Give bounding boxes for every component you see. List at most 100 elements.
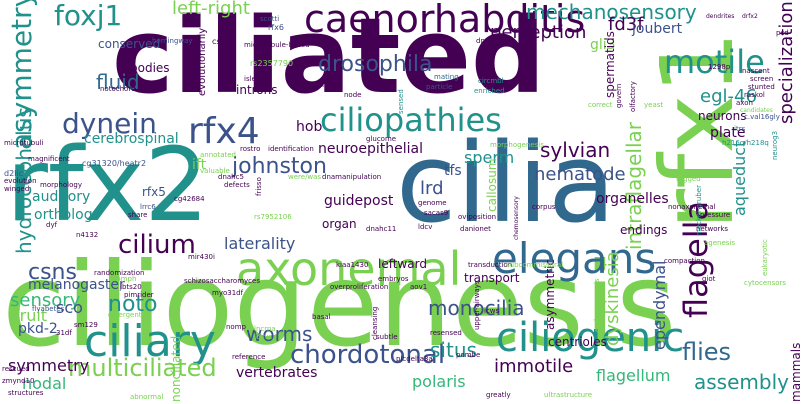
word-govern: govern <box>615 83 623 108</box>
word-magnificent: magnificent <box>28 155 70 163</box>
word-myo31df: myo31df <box>212 289 244 297</box>
word-worms: worms <box>246 322 313 346</box>
word-pimrider: pimrider <box>124 291 154 299</box>
word-kiaa1430: kiaa1430 <box>336 261 369 269</box>
word-icws: icws <box>484 307 500 315</box>
word-randomization: randomization <box>94 269 145 277</box>
word-monocilia: monocilia <box>428 296 525 320</box>
word-morphogenesis: morphogenesis <box>490 141 544 149</box>
word-hob: hob <box>296 119 323 135</box>
word-lrrc6: lrrc6 <box>140 203 156 211</box>
word-johnston: johnston <box>232 154 327 179</box>
word-embryogenesis: embryogenesis <box>593 278 601 332</box>
word-ciliary: ciliary <box>84 316 216 367</box>
word-elegans: elegans <box>492 234 657 283</box>
word-h216q-h218q: h216q/h218q <box>722 139 769 147</box>
word-mechanosensory: mechanosensory <box>526 0 697 24</box>
word-flies: flies <box>682 338 732 366</box>
word-organelles: organelles <box>596 191 669 207</box>
word-ciliogenesis: ciliogenesis <box>2 238 677 373</box>
word-centrioles: centrioles <box>548 335 607 349</box>
word-left-right: left-right <box>172 0 250 19</box>
word-evolutionarily: evolutionarily <box>197 27 208 96</box>
word-stunted: stunted <box>748 83 775 91</box>
word-egl-46: egl-46 <box>700 86 757 107</box>
word-ciliated: ciliated <box>112 0 546 117</box>
word-foxj1: foxj1 <box>54 0 123 32</box>
word-dynein: dynein <box>62 107 157 140</box>
word-bodies: bodies <box>130 61 170 75</box>
word-greatly: greatly <box>486 391 511 399</box>
word-pcd: pcd <box>776 29 789 37</box>
word-lrd: lrd <box>420 178 444 199</box>
word-drosophila: drosophila <box>318 52 433 77</box>
word-corpus: corpus <box>532 203 556 211</box>
word-pressure: pressure <box>700 211 731 219</box>
word-organ: organ <box>322 217 357 231</box>
word-ciliopathies: ciliopathies <box>320 101 502 139</box>
word-cytocensors: cytocensors <box>744 279 787 287</box>
word-motile: motile <box>664 43 765 81</box>
word-microtubuli: microtubuli <box>4 139 44 147</box>
word-giot: giot <box>702 275 716 283</box>
word-transport: transport <box>464 271 520 285</box>
word-nematode: nematode <box>534 164 626 185</box>
word-olfactory: olfactory <box>629 81 637 112</box>
word-leftward: leftward <box>378 257 427 271</box>
word-drfx2: drfx2 <box>742 13 758 20</box>
word-dnamanipulation: dnamanipulation <box>322 173 382 181</box>
word-sacas9: sacas9 <box>424 209 449 217</box>
word-cilia: cilia <box>396 119 616 247</box>
word-sm129: sm129 <box>74 321 98 329</box>
word-conserved: conserved <box>98 37 161 51</box>
word-neurons: neurons <box>698 109 747 123</box>
word-ultrastructure: ultrastructure <box>544 391 593 399</box>
word-islet: islet <box>244 75 259 83</box>
word-annotated: annotated <box>200 151 236 159</box>
word-ciliogenic: ciliogenic <box>496 315 685 361</box>
word-identification: identification <box>268 145 314 153</box>
word-agenesis: agenesis <box>704 239 736 247</box>
word-oviposition: oviposition <box>458 213 497 221</box>
word-flagellum: flagellum <box>596 366 671 385</box>
word-fd3f: fd3f <box>608 14 644 35</box>
word-compaction: compaction <box>664 257 705 265</box>
word-evolution: evolution <box>4 177 37 185</box>
word-schizosaccharomyces: schizosaccharomyces <box>184 277 260 285</box>
word-subcommissural: subcommissural <box>506 261 564 269</box>
word-introns: introns <box>236 83 278 97</box>
word-ependymal: ependymal <box>650 260 669 350</box>
word-guidepost: guidepost <box>324 193 394 209</box>
word-nomp: nomp <box>226 323 246 331</box>
word-reference: reference <box>232 353 266 361</box>
word-candidates: candidates <box>740 107 773 114</box>
word-neuroepithelial: neuroepithelial <box>318 141 423 157</box>
word-eukaryotic: eukaryotic <box>761 239 769 276</box>
word-nascent: nascent <box>742 67 770 75</box>
word-networks: networks <box>696 225 729 233</box>
word-asymmetric: asymmetric <box>543 258 557 330</box>
word-vertebrates: vertebrates <box>236 365 318 381</box>
word-noto: noto <box>108 292 158 317</box>
word-abnormal: abnormal <box>130 393 164 401</box>
word-chordotonal: chordotonal <box>290 340 446 370</box>
word-specialization: specialization <box>776 1 797 124</box>
word-upper-airways: upper-airways <box>473 280 481 330</box>
word-glucome: glucome <box>366 135 397 143</box>
word-immotile: immotile <box>494 356 574 377</box>
word-zmynd10: zmynd10 <box>2 377 35 385</box>
word-were-was: were/was <box>288 173 322 181</box>
word-subtle: subtle <box>376 333 398 341</box>
word-situs: situs <box>430 338 477 362</box>
word-yeast: yeast <box>644 101 664 109</box>
word-c-val16gly: c.val16gly <box>744 113 780 121</box>
word-structures: structures <box>8 389 44 397</box>
word-assembly: assembly <box>694 370 789 394</box>
word-nomph: nomph <box>112 275 137 283</box>
word-rs2357790: rs2357790 <box>250 59 294 68</box>
word-joubert: joubert <box>632 21 683 37</box>
word-tfs: tfs <box>444 163 462 179</box>
word-1298p: 1298p <box>708 63 731 71</box>
word-pombe: pombe <box>456 351 481 359</box>
